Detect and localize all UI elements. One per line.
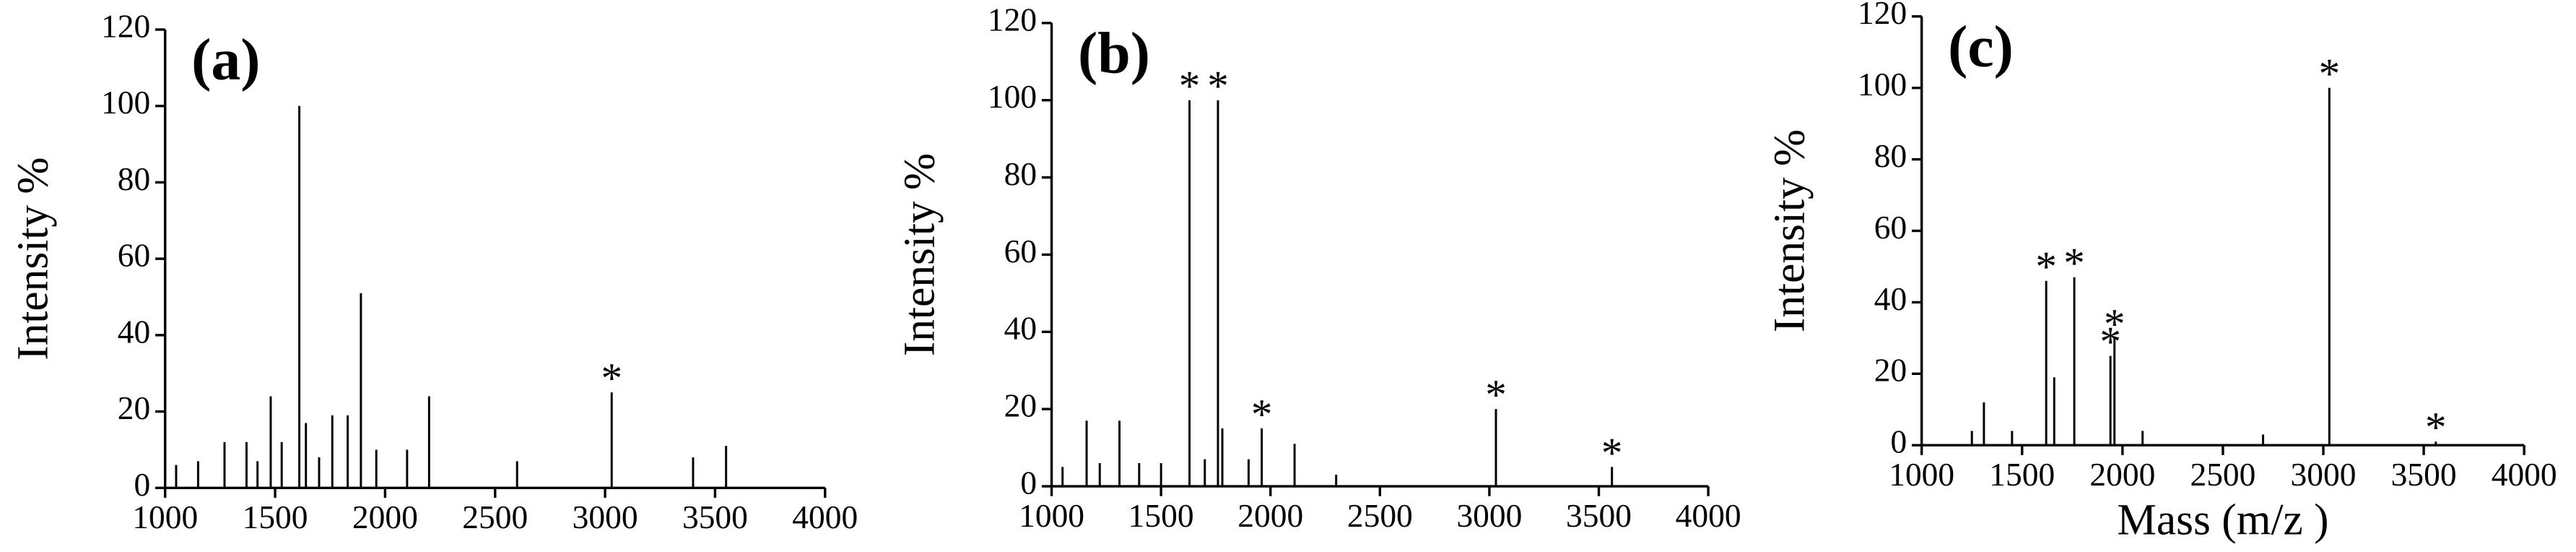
x-tick-label: 3000 <box>1456 497 1522 534</box>
y-tick-label: 120 <box>988 1 1037 38</box>
x-tick-label: 2500 <box>462 499 528 535</box>
x-tick-label: 1000 <box>132 499 198 535</box>
y-tick-label: 120 <box>101 7 150 44</box>
peak-marker: * <box>1601 428 1623 476</box>
peak-marker: * <box>1179 62 1201 110</box>
y-tick-label: 60 <box>1874 209 1907 246</box>
peak-marker: * <box>2035 243 2057 290</box>
y-tick-label: 80 <box>118 160 150 197</box>
peak-marker: * <box>1485 371 1507 418</box>
x-tick-label: 2500 <box>1347 497 1413 534</box>
panel-label: (c) <box>1948 14 2014 79</box>
x-tick-label: 3500 <box>682 499 748 535</box>
peak-marker: * <box>2104 300 2125 348</box>
x-tick-label: 3000 <box>573 499 638 535</box>
panel-label: (b) <box>1078 20 1150 86</box>
peak-marker: * <box>2063 239 2085 287</box>
x-axis-label: Mass (m/z ) <box>2117 495 2328 544</box>
x-tick-label: 2500 <box>2190 456 2255 493</box>
y-tick-label: 40 <box>118 313 150 350</box>
peak-marker: * <box>1251 390 1273 438</box>
x-tick-label: 1500 <box>1989 456 2055 493</box>
x-tick-label: 4000 <box>1676 497 1741 534</box>
peak-marker: * <box>2099 317 2121 365</box>
panel-label: (a) <box>191 27 260 92</box>
y-tick-label: 40 <box>1874 280 1907 317</box>
y-tick-label: 20 <box>118 389 150 426</box>
x-tick-label: 3500 <box>2391 456 2457 493</box>
y-tick-label: 80 <box>1004 155 1037 192</box>
x-tick-label: 3500 <box>1566 497 1632 534</box>
y-axis-label: Intensity % <box>895 153 944 356</box>
x-tick-label: 4000 <box>2492 456 2557 493</box>
peak-marker: * <box>1207 62 1229 110</box>
y-tick-label: 20 <box>1874 352 1907 389</box>
y-axis-label: Intensity % <box>1765 129 1814 332</box>
x-tick-label: 2000 <box>1237 497 1303 534</box>
x-tick-label: 1000 <box>1019 497 1084 534</box>
y-tick-label: 100 <box>988 78 1037 115</box>
y-tick-label: 0 <box>134 466 151 503</box>
y-tick-label: 40 <box>1004 310 1037 347</box>
x-tick-label: 2000 <box>352 499 418 535</box>
y-tick-label: 100 <box>101 84 150 121</box>
y-axis-label: Intensity % <box>8 157 57 360</box>
peak-marker: * <box>601 354 622 402</box>
y-tick-label: 60 <box>118 237 150 274</box>
x-tick-label: 1000 <box>1889 456 1954 493</box>
x-tick-label: 2000 <box>2089 456 2155 493</box>
y-tick-label: 120 <box>1858 0 1907 31</box>
x-tick-label: 4000 <box>792 499 858 535</box>
y-tick-label: 100 <box>1858 66 1907 103</box>
y-tick-label: 80 <box>1874 137 1907 174</box>
y-tick-label: 20 <box>1004 387 1037 424</box>
y-tick-label: 60 <box>1004 233 1037 269</box>
x-tick-label: 3000 <box>2291 456 2357 493</box>
peak-marker: * <box>2319 50 2341 98</box>
y-tick-label: 0 <box>1020 464 1037 501</box>
y-tick-label: 0 <box>1890 423 1907 460</box>
x-tick-label: 1500 <box>243 499 308 535</box>
peak-marker: * <box>2425 403 2447 451</box>
x-tick-label: 1500 <box>1128 497 1194 534</box>
